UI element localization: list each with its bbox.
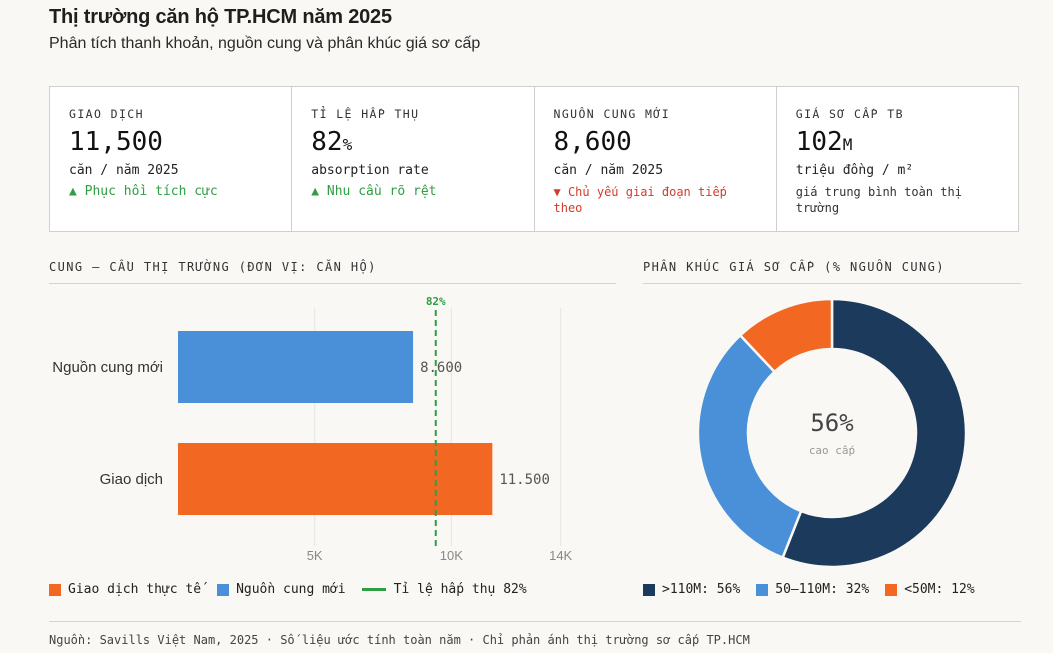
kpi-sub: absorption rate xyxy=(311,163,429,178)
kpi-card-new-supply: NGUỒN CUNG MỚI 8,600 căn / năm 2025 ▼ Ch… xyxy=(535,87,777,231)
donut-center-label: cao cấp xyxy=(809,444,855,457)
legend-item-below-50m: <50M: 12% xyxy=(885,582,975,597)
legend-swatch xyxy=(756,583,769,596)
kpi-label: GIÁ SƠ CẤP TB xyxy=(795,107,904,121)
legend-item-absorption: Tỉ lệ hấp thụ 82% xyxy=(361,582,527,597)
legend-swatch xyxy=(643,583,655,596)
kpi-sub: căn / năm 2025 xyxy=(553,163,664,178)
kpi-row: GIAO DỊCH 11,500 căn / năm 2025 ▲ Phục h… xyxy=(49,86,1019,232)
x-tick-label: 14K xyxy=(549,548,572,563)
kpi-note: ▲ Phục hồi tích cực xyxy=(69,184,218,199)
legend-label: Nguồn cung mới xyxy=(236,582,346,597)
x-tick-label: 10K xyxy=(440,548,463,563)
kpi-value: 11,500 xyxy=(69,127,163,157)
bar-section-rule xyxy=(49,283,616,284)
kpi-label: GIAO DỊCH xyxy=(69,107,144,121)
bar-section-title: CUNG – CẦU THỊ TRƯỜNG (ĐƠN VỊ: CĂN HỘ) xyxy=(49,260,377,274)
kpi-card-absorption: TỈ LỆ HẤP THỤ 82% absorption rate ▲ Nhu … xyxy=(292,87,535,231)
reference-line-label: 82% xyxy=(426,295,446,308)
legend-label: Giao dịch thực tế xyxy=(68,582,202,597)
supply-demand-bar-chart: 5K 10K 14K Nguồn cung mới 8.600 Giao dịch 11.5… xyxy=(52,295,572,563)
price-segment-donut-chart: 56% cao cấp xyxy=(696,297,968,569)
footer-rule xyxy=(49,621,1021,622)
category-label: Giao dịch xyxy=(100,471,163,488)
legend-swatch xyxy=(885,583,898,596)
donut-slice xyxy=(781,297,968,569)
donut-center-value: 56% xyxy=(810,409,854,437)
legend-item-above-110m: >110M: 56% xyxy=(643,582,740,597)
donut-slice xyxy=(738,297,834,374)
bar-value-label: 11.500 xyxy=(499,472,550,488)
kpi-value: 8,600 xyxy=(553,127,632,157)
page-title: Thị trường căn hộ TP.HCM năm 2025 xyxy=(49,6,392,28)
kpi-label: NGUỒN CUNG MỚI xyxy=(553,107,671,121)
bar xyxy=(178,443,493,515)
kpi-value: 102M xyxy=(795,127,853,157)
kpi-sub: căn / năm 2025 xyxy=(69,163,179,178)
kpi-note: ▼ Chủ yếu giai đoạn tiếp theo xyxy=(553,185,727,215)
legend-label: 50–110M: 32% xyxy=(775,582,870,597)
kpi-sub: triệu đồng / m² xyxy=(795,163,914,178)
pie-section-rule xyxy=(643,283,1021,284)
kpi-card-avg-price: GIÁ SƠ CẤP TB 102M triệu đồng / m² giá t… xyxy=(777,87,1018,231)
legend-item-50-110m: 50–110M: 32% xyxy=(756,582,869,597)
kpi-label: TỈ LỆ HẤP THỤ xyxy=(311,107,420,121)
legend-swatch xyxy=(217,583,230,596)
kpi-card-transactions: GIAO DỊCH 11,500 căn / năm 2025 ▲ Phục h… xyxy=(50,87,293,231)
legend-item-supply: Nguồn cung mới xyxy=(217,582,346,597)
kpi-note: ▲ Nhu cầu rõ rệt xyxy=(311,184,437,199)
x-tick-label: 5K xyxy=(307,548,323,563)
legend-label: <50M: 12% xyxy=(904,582,975,597)
page-subtitle: Phân tích thanh khoản, nguồn cung và phâ… xyxy=(49,35,481,52)
legend-label: Tỉ lệ hấp thụ 82% xyxy=(393,582,527,597)
legend-swatch xyxy=(49,583,61,596)
kpi-note: giá trung bình toàn thị trường xyxy=(795,185,962,215)
legend-item-transactions: Giao dịch thực tế xyxy=(49,582,201,597)
donut-slice xyxy=(696,333,803,560)
kpi-value: 82% xyxy=(311,127,353,157)
bar-value-label: 8.600 xyxy=(420,360,462,376)
bar xyxy=(178,331,414,403)
source-footer: Nguồn: Savills Việt Nam, 2025 · Số liệu … xyxy=(49,633,750,647)
legend-label: >110M: 56% xyxy=(662,582,741,597)
legend-line-swatch xyxy=(361,588,386,591)
donut-legend: >110M: 56% 50–110M: 32% <50M: 12% xyxy=(643,582,991,597)
bar-legend: Giao dịch thực tế Nguồn cung mới Tỉ lệ h… xyxy=(49,582,543,597)
category-label: Nguồn cung mới xyxy=(52,359,163,376)
pie-section-title: PHÂN KHÚC GIÁ SƠ CẤP (% NGUỒN CUNG) xyxy=(643,260,945,274)
